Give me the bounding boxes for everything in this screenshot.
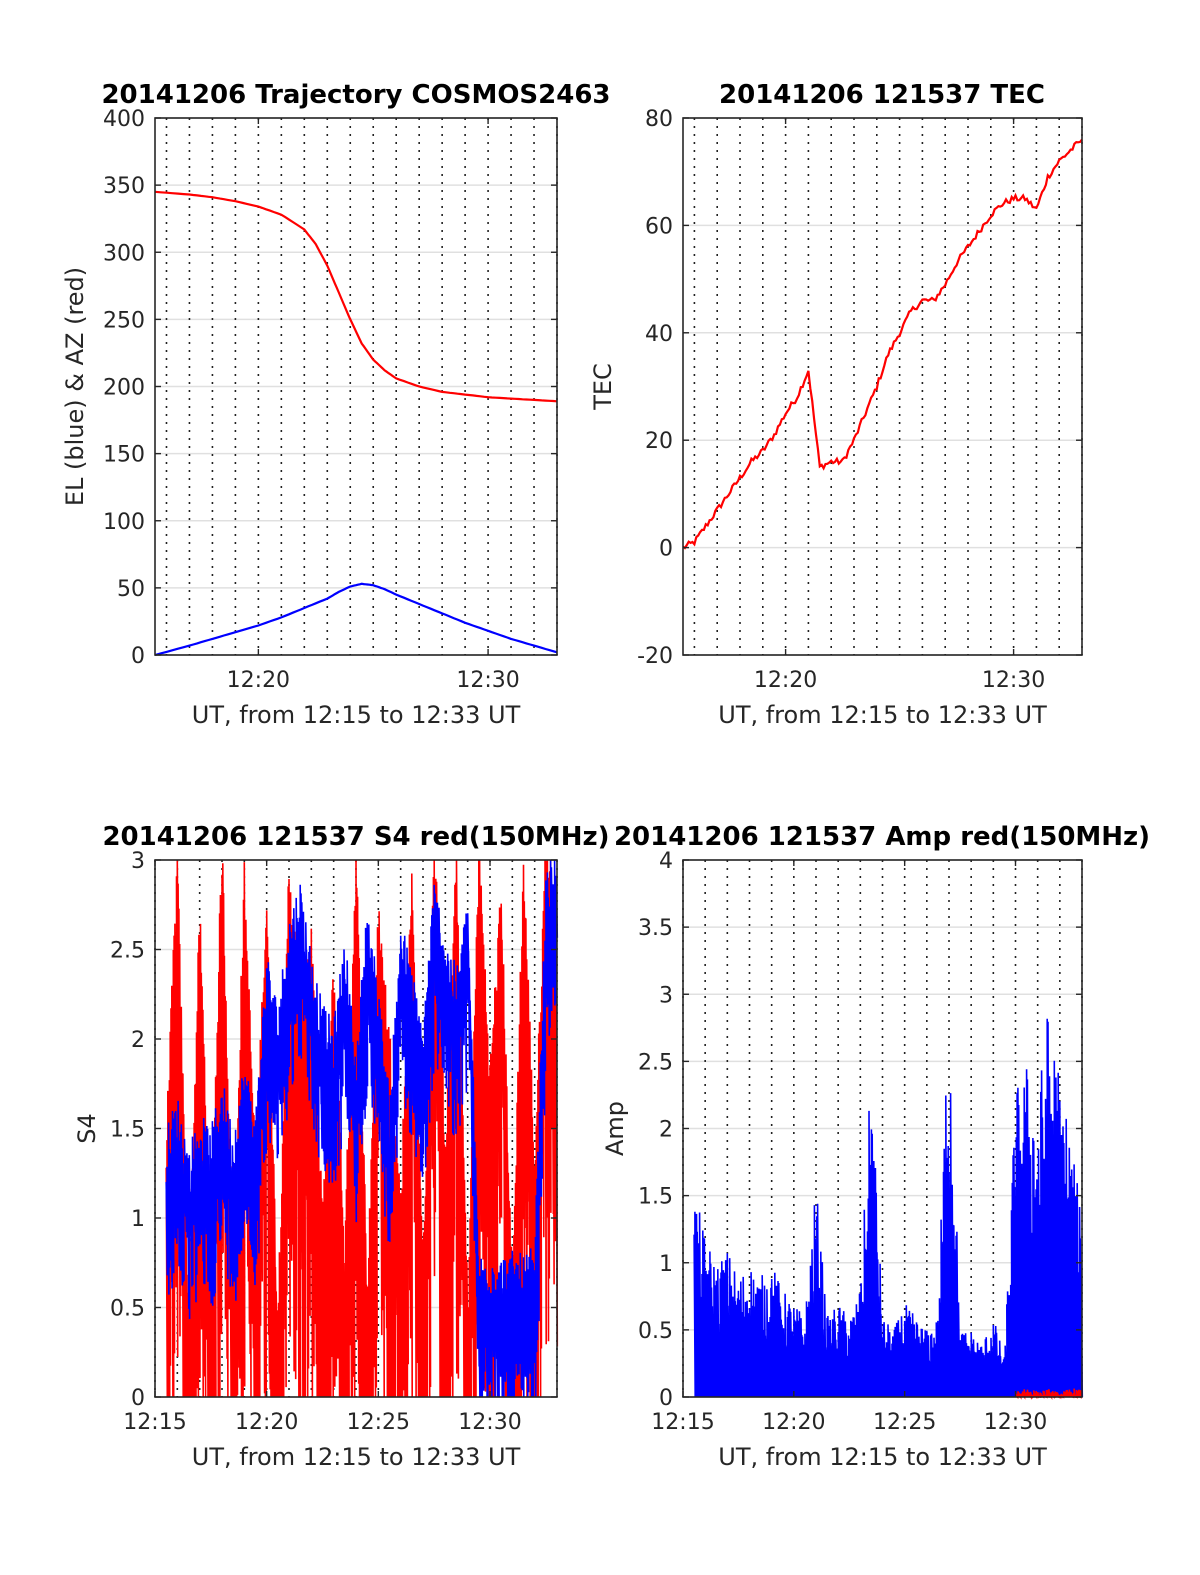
y-tick-label: 2.5 (110, 939, 145, 964)
y-tick-label: 2 (131, 1028, 145, 1053)
y-tick-label: 250 (103, 308, 145, 333)
series-line-1 (693, 1018, 1084, 1398)
x-tick-label: 12:30 (456, 668, 519, 693)
y-tick-label: 60 (645, 214, 673, 239)
x-axis-label: UT, from 12:15 to 12:33 UT (718, 1443, 1047, 1471)
y-tick-label: 0.5 (638, 1319, 673, 1344)
y-tick-label: 300 (103, 241, 145, 266)
series-line-1 (165, 859, 559, 1398)
x-tick-label: 12:30 (984, 1410, 1047, 1435)
panel-4: 0 0.5 1 1.5 2 2.5 3 3.5 4 12:15 12:20 12:25 12:30 201… (601, 822, 1150, 1471)
y-tick-label: 350 (103, 174, 145, 199)
y-tick-label: 2 (659, 1118, 673, 1143)
series-line-1 (154, 190, 558, 403)
x-tick-label: 12:30 (982, 668, 1045, 693)
y-tick-label: 1 (131, 1207, 145, 1232)
axes-box (682, 117, 1083, 656)
y-tick-label: 0 (659, 1386, 673, 1411)
y-tick-label: 0 (131, 1386, 145, 1411)
y-tick-label: 40 (645, 322, 673, 347)
x-tick-label: 12:20 (227, 668, 290, 693)
series-line-1 (682, 138, 1083, 550)
series-line-2 (1014, 1388, 1083, 1401)
x-tick-label: 12:20 (762, 1410, 825, 1435)
x-tick-label: 12:20 (235, 1410, 298, 1435)
x-axis-label: UT, from 12:15 to 12:33 UT (718, 701, 1047, 729)
y-tick-label: 0.5 (110, 1297, 145, 1322)
x-tick-label: 12:25 (873, 1410, 936, 1435)
chart-title: 20141206 121537 S4 red(150MHz) (102, 822, 609, 852)
y-tick-label: 50 (117, 577, 145, 602)
y-tick-label: 3.5 (638, 916, 673, 941)
x-axis-label: UT, from 12:15 to 12:33 UT (192, 1443, 521, 1471)
chart-title: 20141206 121537 Amp red(150MHz) (614, 822, 1150, 852)
x-tick-label: 12:20 (754, 668, 817, 693)
x-tick-label: 12:25 (347, 1410, 410, 1435)
y-tick-label: 100 (103, 510, 145, 535)
y-axis-label: EL (blue) & AZ (red) (61, 267, 89, 506)
x-tick-label: 12:30 (458, 1410, 521, 1435)
y-tick-label: 3 (659, 983, 673, 1008)
y-tick-label: 1.5 (638, 1185, 673, 1210)
y-axis-label: Amp (601, 1101, 629, 1156)
y-tick-label: 20 (645, 429, 673, 454)
y-tick-label: 4 (659, 849, 673, 874)
y-axis-label: S4 (73, 1113, 101, 1144)
y-tick-label: 1 (659, 1252, 673, 1277)
series-line-2 (154, 582, 558, 657)
y-axis-label: TEC (589, 363, 617, 411)
chart-title: 20141206 Trajectory COSMOS2463 (101, 80, 610, 110)
y-tick-label: -20 (637, 644, 673, 669)
series-line-2 (165, 859, 559, 1398)
y-tick-label: 0 (131, 644, 145, 669)
y-tick-label: 0 (659, 537, 673, 562)
x-tick-label: 12:15 (123, 1410, 186, 1435)
chart-title: 20141206 121537 TEC (719, 80, 1045, 110)
y-tick-label: 1.5 (110, 1118, 145, 1143)
panel-1: 0 50 100 150 200 250 300 350 400 12:20 12:30 201412… (61, 80, 611, 729)
y-tick-label: 200 (103, 376, 145, 401)
y-tick-label: 400 (103, 107, 145, 132)
x-axis-label: UT, from 12:15 to 12:33 UT (192, 701, 521, 729)
y-tick-label: 80 (645, 107, 673, 132)
panel-2: -20 0 20 40 60 80 12:20 12:30 20141206 121537 TE… (589, 80, 1083, 729)
panel-3: 0 0.5 1 1.5 2 2.5 3 12:15 12:20 12:25 12:30 2014120… (73, 822, 610, 1471)
x-tick-label: 12:15 (651, 1410, 714, 1435)
y-tick-label: 150 (103, 443, 145, 468)
y-tick-label: 2.5 (638, 1050, 673, 1075)
y-tick-label: 3 (131, 849, 145, 874)
